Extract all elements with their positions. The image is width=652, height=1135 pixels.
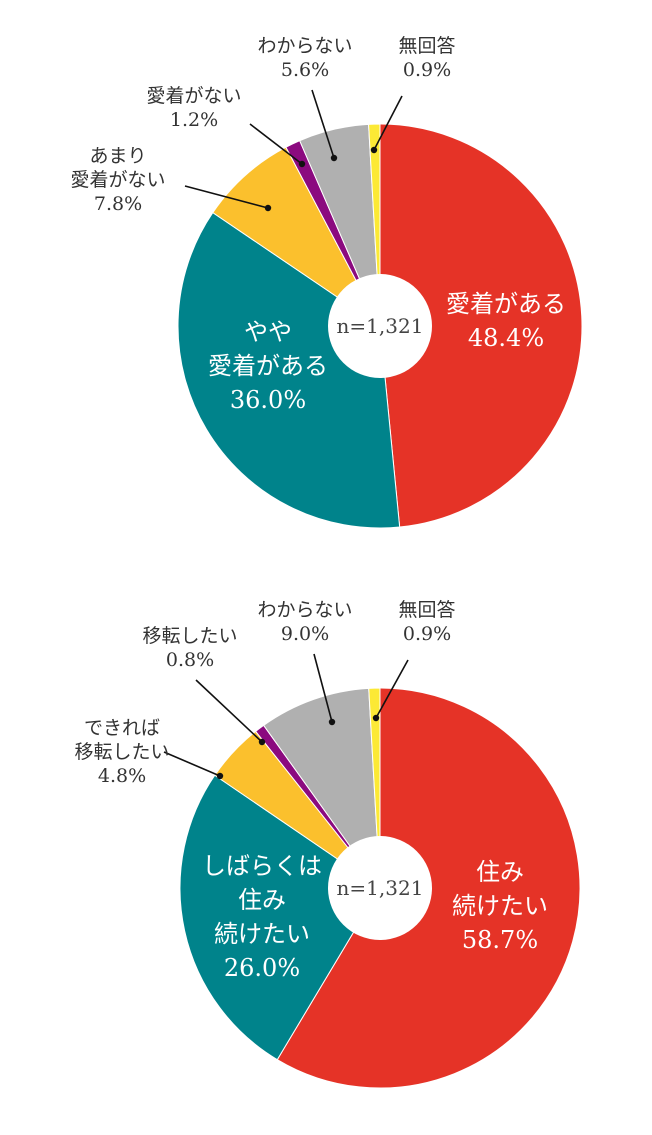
slice-label: 愛着がある 48.4%: [446, 290, 566, 352]
slice-value-label: 1.2%: [170, 109, 218, 131]
slice-category-label: 愛着がない: [70, 169, 165, 191]
leader-dot: [328, 718, 336, 726]
slice-value-label: 4.8%: [98, 765, 146, 787]
slice-label: わからない 9.0%: [257, 599, 352, 645]
slice-category-label: 無回答: [398, 599, 455, 621]
slice-label: わからない 5.6%: [257, 35, 352, 81]
slice-label: 無回答 0.9%: [398, 35, 455, 81]
slice-category-label: 移転したい: [142, 625, 237, 647]
leader-dot: [330, 154, 338, 162]
leader-dot: [372, 714, 380, 722]
slice-value-label: 26.0%: [224, 954, 300, 982]
slice-category-label: 続けたい: [214, 920, 310, 948]
slice-value-label: 36.0%: [230, 386, 306, 414]
donut-hole: [328, 836, 432, 940]
pie-slice: [262, 687, 381, 890]
leader-line: [195, 679, 263, 743]
pie-slice: [212, 146, 381, 327]
leader-line: [375, 659, 409, 719]
leader-dot: [298, 160, 306, 168]
slice-category-label: 続けたい: [452, 892, 548, 920]
slice-category-label: しばらくは: [202, 852, 322, 880]
leader-line: [311, 89, 335, 159]
slice-label: あまり愛着がない 7.8%: [70, 145, 165, 215]
slice-value-label: 0.9%: [403, 623, 451, 645]
slice-category-label: わからない: [257, 35, 352, 57]
leader-dot: [258, 738, 266, 746]
slice-label: やや愛着がある 36.0%: [208, 318, 328, 414]
slice-category-label: わからない: [257, 599, 352, 621]
sample-size-label: n=1,321: [337, 876, 424, 900]
slice-value-label: 0.9%: [403, 59, 451, 81]
slice-category-label: 愛着がある: [208, 352, 328, 380]
slice-category-label: 住み: [238, 886, 286, 914]
slice-category-label: あまり: [89, 145, 146, 167]
pie-slice: [179, 774, 381, 1061]
pie-slice: [379, 123, 583, 528]
leader-line: [184, 185, 269, 209]
slice-category-label: 無回答: [398, 35, 455, 57]
pie-slice: [177, 211, 401, 529]
leader-line: [313, 653, 333, 723]
slice-category-label: 愛着がない: [146, 85, 241, 107]
slice-value-label: 48.4%: [468, 324, 544, 352]
slice-label: 無回答 0.9%: [398, 599, 455, 645]
donut-hole: [328, 274, 432, 378]
slice-value-label: 9.0%: [281, 623, 329, 645]
leader-dot: [216, 772, 224, 780]
slice-category-label: やや: [244, 318, 292, 346]
slice-label: しばらくは住み続けたい 26.0%: [202, 852, 322, 982]
slice-value-label: 0.8%: [166, 649, 214, 671]
leader-line: [373, 95, 403, 151]
slice-category-label: 住み: [476, 858, 524, 886]
slice-label: 移転したい 0.8%: [142, 625, 237, 671]
slice-value-label: 7.8%: [94, 193, 142, 215]
leader-dot: [264, 204, 272, 212]
leader-line: [249, 123, 303, 165]
leader-line: [163, 751, 221, 777]
sample-size-label: n=1,321: [337, 314, 424, 338]
slice-category-label: 移転したい: [74, 741, 169, 763]
slice-value-label: 58.7%: [462, 926, 538, 954]
slice-label: できれば移転したい 4.8%: [74, 717, 169, 787]
slice-category-label: できれば: [84, 717, 160, 739]
slice-label: 愛着がない 1.2%: [146, 85, 241, 131]
slice-category-label: 愛着がある: [446, 290, 566, 318]
slice-value-label: 5.6%: [281, 59, 329, 81]
slice-label: 住み続けたい 58.7%: [452, 858, 548, 954]
leader-dot: [370, 146, 378, 154]
